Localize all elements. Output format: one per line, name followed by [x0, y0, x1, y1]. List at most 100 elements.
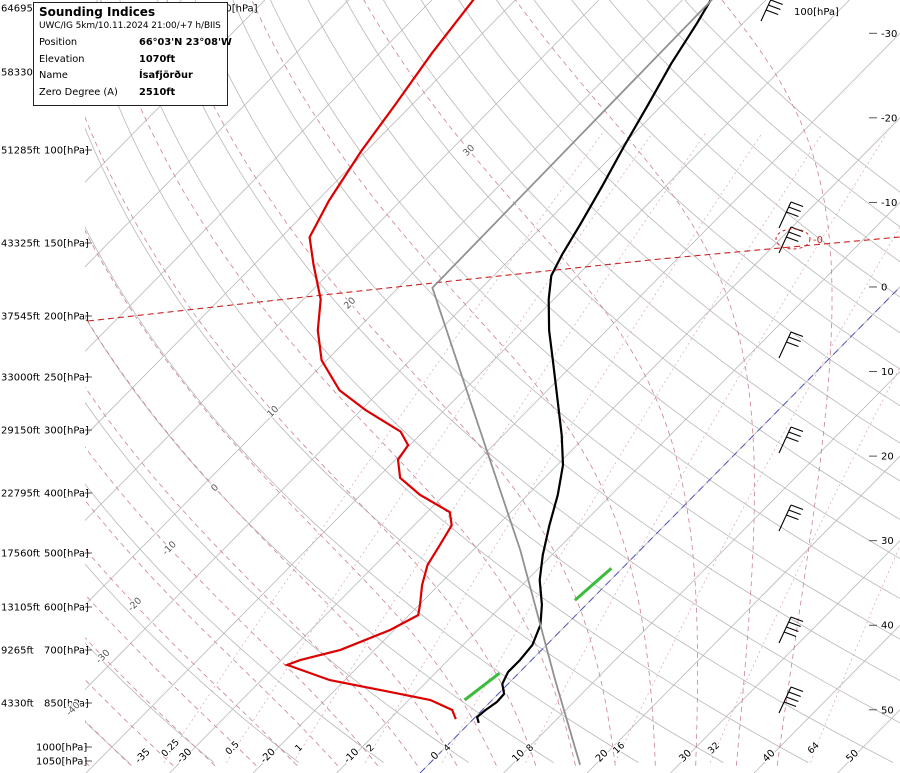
- moist-adiabat: [166, 0, 616, 766]
- barb-feather: [786, 211, 799, 218]
- moist-adiabat: [363, 0, 698, 766]
- isotherm: [85, 0, 516, 437]
- moist-adiabat: [85, 229, 497, 766]
- tropopause-marker-ellipse: [775, 228, 811, 250]
- info-rows: Position 66°03'N 23°08'W Elevation 1070ft Na…: [39, 35, 232, 102]
- altitude-label: 37545ft: [1, 312, 40, 323]
- isotherm: [503, 370, 900, 773]
- right-temp-label: -30: [881, 29, 897, 40]
- info-row-value: Ísafjörður: [139, 70, 193, 81]
- altitude-label: 64695ft: [1, 4, 40, 15]
- info-row: Name Ísafjörður: [39, 68, 222, 85]
- sounding-indices-box: Sounding Indices UWC/IG 5km/10.11.2024 2…: [33, 2, 232, 106]
- bottom-temp-label: -30: [175, 747, 194, 766]
- pressure-label: 500[hPa]: [44, 549, 89, 560]
- mixing-ratio-line: [292, 133, 706, 763]
- altitude-label: 33000ft: [1, 373, 40, 384]
- isotherm: [85, 0, 433, 352]
- moist-adiabat: [85, 386, 418, 766]
- barb-staff: [760, 0, 772, 22]
- dry-adiabat: [232, 0, 900, 640]
- barb-feather: [788, 431, 801, 438]
- barb-feather: [786, 626, 799, 633]
- barb-feather: [786, 341, 799, 348]
- bottom-temp-label: 30: [677, 748, 694, 765]
- dewpoint-curve: [283, 0, 475, 720]
- model-run-line: UWC/IG 5km/10.11.2024 21:00/+7 h/BIIS: [39, 21, 221, 31]
- mixing-ratio-line: [163, 133, 603, 763]
- bottom-temp-label: 40: [761, 748, 778, 765]
- altitude-label: 43325ft: [1, 239, 40, 250]
- dry-adiabat: [85, 483, 384, 763]
- bottom-temp-label: 50: [844, 748, 861, 765]
- mixing-ratio-label: 4: [441, 742, 453, 754]
- wind-barb: [778, 331, 804, 359]
- pressure-label: 150[hPa]: [44, 239, 89, 250]
- wind-barb: [778, 226, 804, 254]
- barb-feather: [790, 504, 804, 511]
- freezing-marker-segment: [573, 567, 613, 602]
- bottom-temp-label: 10: [510, 748, 527, 765]
- dry-adiabat: [85, 401, 469, 763]
- barb-staff: [778, 686, 792, 714]
- pressure-label: 700[hPa]: [44, 646, 89, 657]
- bottom-temp-label: -10: [342, 747, 361, 766]
- temperature-curve: [475, 0, 712, 724]
- wind-barb: [778, 616, 804, 644]
- axis-labels: 64695ft 50[hPa] 58330ft 51285ft 100[hPa] 4332…: [1, 4, 897, 768]
- barb-feather: [788, 509, 801, 516]
- wind-barb-column: [760, 0, 804, 714]
- pressure-label: 400[hPa]: [44, 489, 89, 500]
- isotherm: [85, 0, 850, 773]
- right-temp-label: 20: [881, 452, 894, 463]
- bottom-temp-label: -20: [259, 747, 278, 766]
- moist-adiabat: [85, 446, 379, 766]
- mixing-ratio-label: 0.5: [223, 739, 241, 757]
- right-temp-label: -20: [881, 113, 897, 124]
- dry-adiabat: [345, 0, 900, 520]
- info-row-label: Position: [39, 37, 78, 48]
- right-temp-label: 0: [881, 282, 887, 293]
- dry-adiabat: [194, 0, 900, 682]
- barb-staff: [778, 504, 792, 532]
- bottom-temp-label: -35: [133, 747, 152, 766]
- pressure-label: 1000[hPa]: [36, 743, 87, 754]
- right-temp-label: -10: [881, 198, 897, 209]
- dry-adiabat: [458, 0, 900, 407]
- barb-feather: [790, 616, 804, 623]
- moist-adiabat: [721, 0, 833, 766]
- isotherm: [753, 624, 900, 773]
- pressure-label: 300[hPa]: [44, 426, 89, 437]
- info-row: Zero Degree (A) 2510ft: [39, 85, 222, 102]
- isotherm: [336, 201, 900, 773]
- dry-adiabat: [85, 9, 809, 763]
- bottom-temp-label: 0: [429, 750, 441, 762]
- mixing-ratio-label: 64: [806, 740, 822, 756]
- dry-adiabat: [420, 0, 900, 444]
- pressure-label: 100[hPa]: [44, 146, 89, 157]
- info-row-label: Name: [39, 70, 68, 81]
- reference-curve: [431, 0, 713, 766]
- altitude-label: 51285ft: [1, 146, 40, 157]
- barb-feather: [786, 236, 799, 243]
- mixing-ratio-line: [364, 133, 763, 763]
- barb-feather: [790, 426, 804, 433]
- barb-feather: [790, 686, 804, 693]
- dry-adiabat: [382, 0, 900, 482]
- info-row-label: Zero Degree (A): [39, 86, 118, 98]
- zero-isotherm-highlight: [419, 286, 900, 773]
- dry-adiabat: [157, 0, 900, 724]
- isotherm: [85, 0, 683, 606]
- altitude-label: 9265ft: [1, 646, 34, 657]
- mixing-ratio-line: [525, 133, 888, 763]
- dry-adiabat: [684, 0, 900, 193]
- isotherm: [85, 0, 600, 521]
- pressure-label: 850[hPa]: [44, 699, 89, 710]
- moist-adiabat: [251, 0, 656, 766]
- right-temp-label: 10: [881, 367, 894, 378]
- pressure-label: 600[hPa]: [44, 603, 89, 614]
- moist-adiabat: [515, 0, 755, 766]
- isotherm: [586, 455, 900, 773]
- top-right-pressure-label: 100[hPa]: [794, 7, 839, 18]
